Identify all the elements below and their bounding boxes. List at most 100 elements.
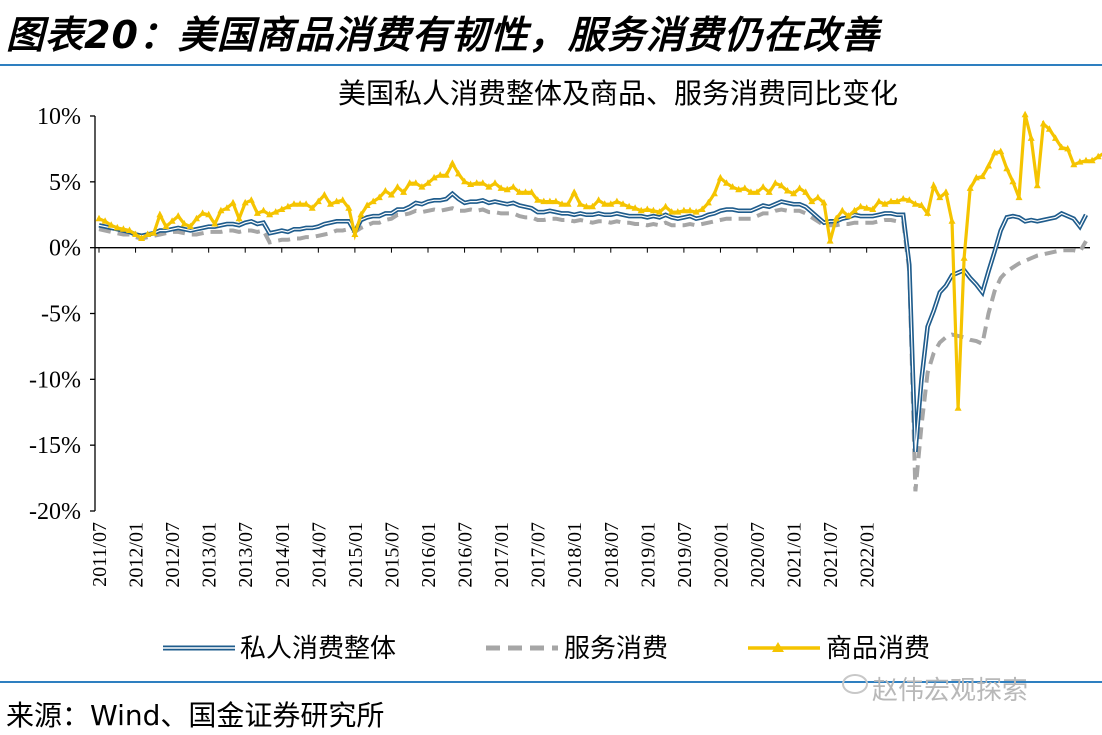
goods-point: [997, 147, 1005, 155]
goods-point: [887, 197, 895, 205]
y-tick-label: 0%: [49, 236, 81, 262]
goods-point: [838, 206, 846, 214]
goods-point: [278, 205, 286, 212]
x-tick-label: 2013/07: [235, 522, 257, 588]
goods-point: [771, 179, 779, 186]
goods-point: [119, 225, 127, 232]
goods-point: [351, 230, 359, 237]
goods-point: [698, 205, 706, 212]
legend-item-services: 服务消费: [486, 634, 668, 664]
top-rule: [0, 64, 1102, 66]
goods-point: [686, 206, 694, 214]
legend-item-total: 私人消费整体: [163, 634, 396, 664]
legend-label-services: 服务消费: [564, 634, 668, 664]
y-tick-label: -5%: [41, 302, 81, 328]
goods-point: [808, 197, 816, 205]
goods-point: [704, 198, 712, 206]
goods-point: [619, 200, 627, 207]
x-tick-label: 2018/07: [601, 522, 623, 588]
goods-point: [729, 183, 737, 190]
goods-point: [1058, 143, 1066, 151]
y-tick-label: -20%: [29, 499, 81, 525]
goods-point: [424, 179, 432, 186]
goods-point: [528, 188, 536, 195]
goods-point: [692, 208, 700, 215]
goods-point: [924, 209, 932, 216]
bottom-rule: [0, 681, 1102, 683]
goods-point: [1088, 156, 1096, 164]
goods-point: [966, 184, 974, 191]
goods-point: [881, 200, 889, 207]
goods-point: [302, 200, 310, 207]
goods-point: [680, 206, 688, 214]
goods-point: [430, 173, 438, 181]
goods-point: [132, 230, 140, 237]
goods-point: [710, 189, 718, 197]
goods-point: [857, 202, 865, 210]
goods-point: [1027, 134, 1035, 141]
goods-point: [668, 208, 676, 215]
goods-point: [247, 196, 255, 203]
goods-point: [802, 188, 810, 195]
goods-point: [570, 188, 578, 195]
x-tick-label: 2021/01: [784, 522, 806, 588]
goods-point: [522, 188, 529, 195]
goods-point: [205, 210, 213, 218]
goods-point: [735, 185, 743, 193]
goods-point: [540, 197, 548, 205]
x-tick-label: 2012/07: [162, 522, 184, 588]
goods-point: [595, 196, 603, 203]
goods-point: [564, 200, 572, 207]
goods-point: [339, 196, 347, 203]
x-tick-label: 2016/01: [418, 522, 440, 588]
goods-point: [180, 220, 188, 227]
goods-point: [461, 177, 469, 185]
goods-point: [534, 196, 542, 203]
goods-point: [113, 223, 121, 231]
goods-point: [1039, 119, 1047, 127]
x-tick-label: 2017/01: [491, 522, 513, 588]
y-tick-label: -15%: [29, 433, 81, 459]
goods-point: [162, 222, 170, 230]
goods-point: [186, 222, 194, 230]
goods-point: [814, 193, 822, 201]
goods-point: [1064, 144, 1072, 152]
goods-point: [168, 217, 176, 224]
goods-point: [741, 184, 749, 191]
x-tick-label: 2019/07: [674, 522, 696, 588]
goods-point: [333, 197, 341, 205]
goods-point: [515, 188, 523, 195]
goods-point: [552, 197, 560, 205]
y-tick-label: -10%: [29, 367, 81, 393]
x-tick-label: 2018/01: [564, 522, 586, 588]
goods-point: [759, 183, 767, 190]
chart-title: 美国私人消费整体及商品、服务消费同比变化: [338, 77, 898, 110]
goods-point: [1033, 181, 1041, 189]
goods-point: [418, 183, 426, 190]
goods-point: [601, 200, 609, 207]
goods-point: [747, 188, 755, 195]
goods-point: [1094, 152, 1102, 160]
goods-point: [211, 220, 219, 227]
x-tick-label: 2013/01: [199, 522, 221, 588]
x-tick-label: 2017/07: [528, 522, 550, 588]
goods-point: [150, 229, 158, 236]
goods-point: [375, 193, 383, 201]
goods-point: [784, 187, 791, 194]
goods-point: [485, 183, 493, 190]
goods-point: [387, 191, 395, 198]
goods-point: [662, 202, 670, 210]
goods-point: [613, 197, 621, 205]
goods-point: [381, 187, 389, 194]
goods-point: [235, 214, 243, 222]
goods-point: [1009, 177, 1017, 185]
goods-point: [546, 197, 554, 205]
goods-point: [765, 188, 773, 195]
legend-label-goods: 商品消费: [826, 634, 930, 664]
goods-point: [357, 210, 365, 218]
goods-point: [972, 173, 980, 181]
goods-point: [637, 206, 645, 214]
goods-point: [193, 214, 200, 222]
goods-point: [649, 206, 657, 214]
goods-point: [905, 196, 913, 203]
